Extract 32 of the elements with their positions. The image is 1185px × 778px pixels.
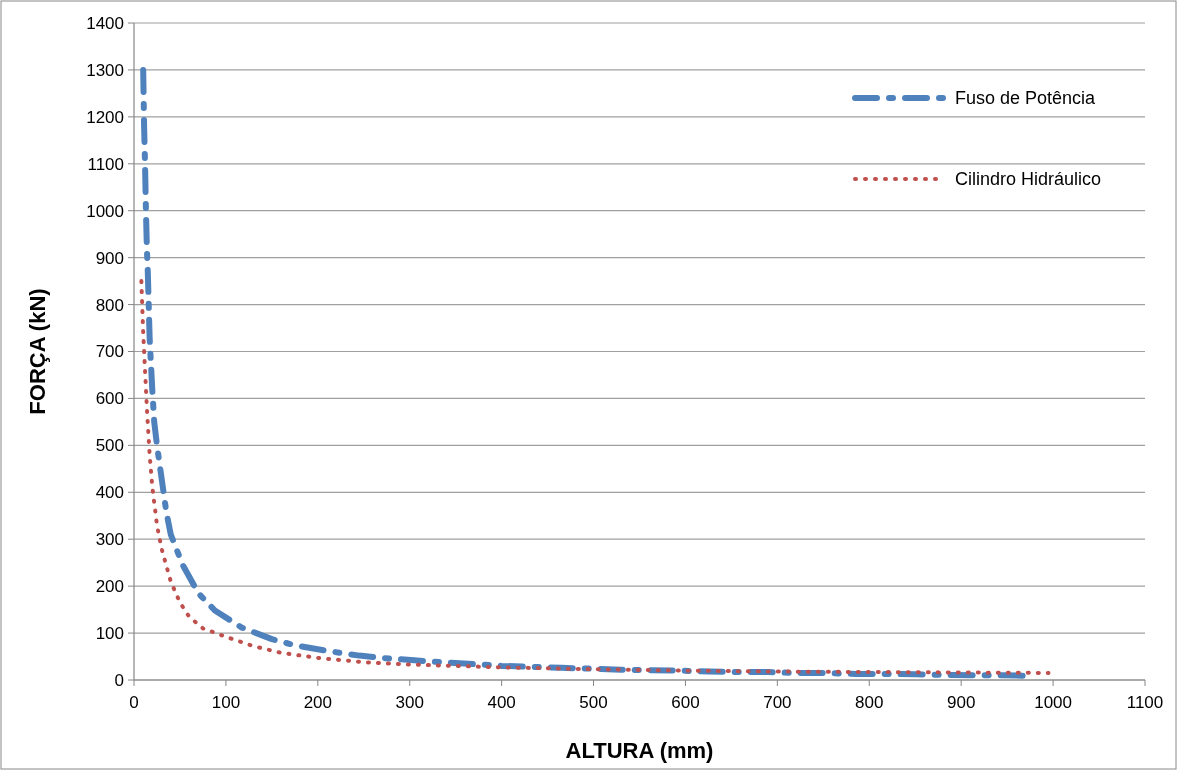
y-tick-label: 1100 xyxy=(87,154,124,174)
line-series xyxy=(139,279,1051,675)
x-tick-label: 100 xyxy=(211,693,241,712)
y-tick-label: 800 xyxy=(95,295,124,315)
x-tick-label: 600 xyxy=(671,693,700,712)
y-tick-label: 400 xyxy=(95,483,124,503)
y-tick-label: 1000 xyxy=(86,201,124,221)
y-tick-label: 0 xyxy=(114,670,124,690)
x-tick-label: 500 xyxy=(579,693,608,712)
y-tick-label: 200 xyxy=(95,577,124,597)
x-tick-label: 200 xyxy=(303,693,333,712)
x-tick-label: 400 xyxy=(487,693,516,712)
legend-label: Cilindro Hidráulico xyxy=(955,169,1102,190)
legend-label: Fuso de Potência xyxy=(955,88,1097,109)
y-axis-title: FORÇA (kN) xyxy=(25,288,50,415)
y-tick-label: 1200 xyxy=(86,107,124,127)
x-tick-label: 300 xyxy=(395,693,424,712)
x-tick-label: 0 xyxy=(129,693,139,712)
y-tick-label: 300 xyxy=(95,530,124,550)
x-axis-title: ALTURA (mm) xyxy=(565,738,714,763)
x-tick-label: 1000 xyxy=(1034,693,1073,712)
y-tick-label: 600 xyxy=(95,389,124,409)
x-tick-label: 800 xyxy=(855,693,884,712)
x-tick-label: 900 xyxy=(946,693,976,712)
y-tick-label: 500 xyxy=(95,436,124,456)
y-tick-label: 100 xyxy=(95,624,124,644)
y-tick-label: 900 xyxy=(95,248,124,268)
y-tick-label: 1400 xyxy=(86,13,124,33)
y-tick-label: 700 xyxy=(95,342,124,362)
x-tick-label: 1100 xyxy=(1126,693,1164,712)
y-tick-label: 1300 xyxy=(86,60,124,80)
x-tick-label: 700 xyxy=(763,693,792,712)
